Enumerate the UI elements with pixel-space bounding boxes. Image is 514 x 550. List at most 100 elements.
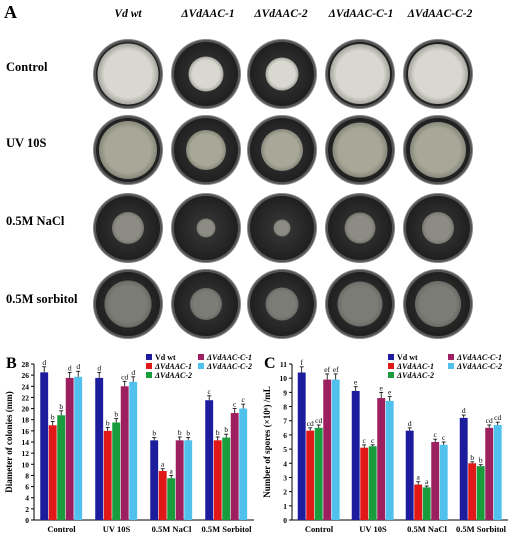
- legend-label: Vd wt: [397, 353, 418, 362]
- bar: [205, 400, 214, 520]
- column-header-aac-1: ΔVdAAC-1: [181, 8, 235, 20]
- fungal-colony: [186, 130, 226, 170]
- petri-dish: [404, 40, 472, 108]
- y-tick-label: 0: [283, 516, 287, 525]
- significance-letter: cd: [486, 416, 493, 425]
- bar: [222, 437, 231, 520]
- significance-letter: d: [76, 362, 80, 371]
- fungal-colony: [190, 288, 222, 320]
- fungal-colony: [265, 287, 299, 321]
- significance-letter: a: [170, 466, 174, 475]
- petri-dish: [326, 270, 394, 338]
- fungal-colony: [330, 44, 390, 104]
- bar: [314, 427, 323, 520]
- y-tick-label: 4: [25, 494, 29, 503]
- y-tick-label: 22: [22, 393, 30, 402]
- significance-letter: c: [434, 430, 438, 439]
- y-tick-label: 6: [283, 431, 287, 440]
- y-tick-label: 14: [22, 438, 30, 447]
- significance-letter: b: [51, 412, 55, 421]
- significance-letter: d: [462, 406, 466, 415]
- significance-letter: c: [208, 387, 212, 396]
- fungal-colony: [273, 219, 291, 237]
- bar: [431, 442, 440, 520]
- significance-letter: c: [371, 436, 375, 445]
- bar: [40, 372, 49, 520]
- bar: [377, 398, 386, 520]
- y-tick-label: 18: [22, 416, 30, 425]
- bar: [414, 484, 423, 520]
- y-axis-label: Number of spores (×10⁶) /mL: [262, 386, 272, 498]
- significance-letter: c: [363, 436, 367, 445]
- row-label-control: Control: [6, 60, 48, 74]
- bar: [175, 440, 184, 520]
- y-tick-label: 26: [22, 371, 30, 380]
- petri-dish: [248, 270, 316, 338]
- y-tick-label: 16: [22, 427, 30, 436]
- x-tick-label: 0.5M Sorbitol: [456, 524, 507, 534]
- legend-swatch: [146, 363, 152, 369]
- petri-dish: [172, 194, 240, 262]
- legend-swatch: [146, 372, 152, 378]
- bar: [405, 430, 414, 520]
- significance-letter: a: [425, 477, 429, 486]
- petri-dish: [404, 194, 472, 262]
- significance-letter: e: [354, 378, 358, 387]
- significance-letter: ef: [324, 365, 330, 374]
- fungal-colony: [112, 212, 144, 244]
- bar: [112, 422, 121, 520]
- bar: [351, 390, 360, 520]
- y-tick-label: 3: [283, 473, 287, 482]
- petri-dish: [94, 40, 162, 108]
- legend-label: ΔVdAAC-2: [154, 371, 192, 380]
- bar: [493, 424, 502, 520]
- significance-letter: ef: [333, 365, 339, 374]
- fungal-colony: [196, 218, 216, 238]
- petri-dish: [248, 116, 316, 184]
- bar: [331, 379, 340, 520]
- bar: [306, 430, 315, 520]
- significance-letter: e: [380, 383, 384, 392]
- bar: [239, 408, 248, 520]
- y-tick-label: 7: [283, 417, 287, 426]
- petri-dish: [326, 40, 394, 108]
- significance-letter: b: [470, 453, 474, 462]
- bar: [74, 376, 83, 520]
- petri-dish: [326, 116, 394, 184]
- significance-letter: cd: [315, 416, 322, 425]
- y-tick-label: 1: [283, 502, 287, 511]
- fungal-colony: [188, 56, 224, 92]
- bar: [297, 372, 306, 520]
- legend-swatch: [198, 363, 204, 369]
- bar: [422, 487, 431, 520]
- petri-dish: [248, 194, 316, 262]
- spore-count-chart: C 0 1 2 3 4 5 6 7 8 9 10 11 Number of spores (×10⁶) /…: [262, 353, 508, 534]
- legend-swatch: [146, 354, 152, 360]
- y-tick-label: 10: [22, 460, 30, 469]
- bar: [65, 377, 74, 520]
- significance-letter: a: [161, 460, 165, 469]
- legend-swatch: [388, 363, 394, 369]
- fungal-colony: [337, 281, 383, 327]
- bar: [120, 386, 129, 520]
- row-label-sorbitol: 0.5M sorbitol: [6, 292, 78, 306]
- y-axis-label: Diameter of colonies (mm): [4, 391, 14, 493]
- y-tick-label: 8: [283, 403, 287, 412]
- column-header-aac-c-1: ΔVdAAC-C-1: [328, 8, 394, 20]
- x-tick-label: UV 10S: [359, 524, 387, 534]
- fungal-colony: [265, 57, 299, 91]
- petri-dish: [404, 270, 472, 338]
- significance-letter: c: [233, 400, 237, 409]
- bar: [48, 425, 57, 520]
- y-tick-label: 12: [22, 449, 30, 458]
- y-tick-label: 5: [283, 445, 287, 454]
- y-tick-label: 28: [22, 360, 30, 369]
- significance-letter: b: [224, 425, 228, 434]
- legend-label: ΔVdAAC-C-1: [456, 353, 502, 362]
- fungal-colony: [344, 212, 376, 244]
- significance-letter: cd: [307, 419, 314, 428]
- petri-dish: [248, 40, 316, 108]
- bar: [385, 400, 394, 520]
- bar: [158, 470, 167, 520]
- row-label-nacl: 0.5M NaCl: [6, 214, 65, 228]
